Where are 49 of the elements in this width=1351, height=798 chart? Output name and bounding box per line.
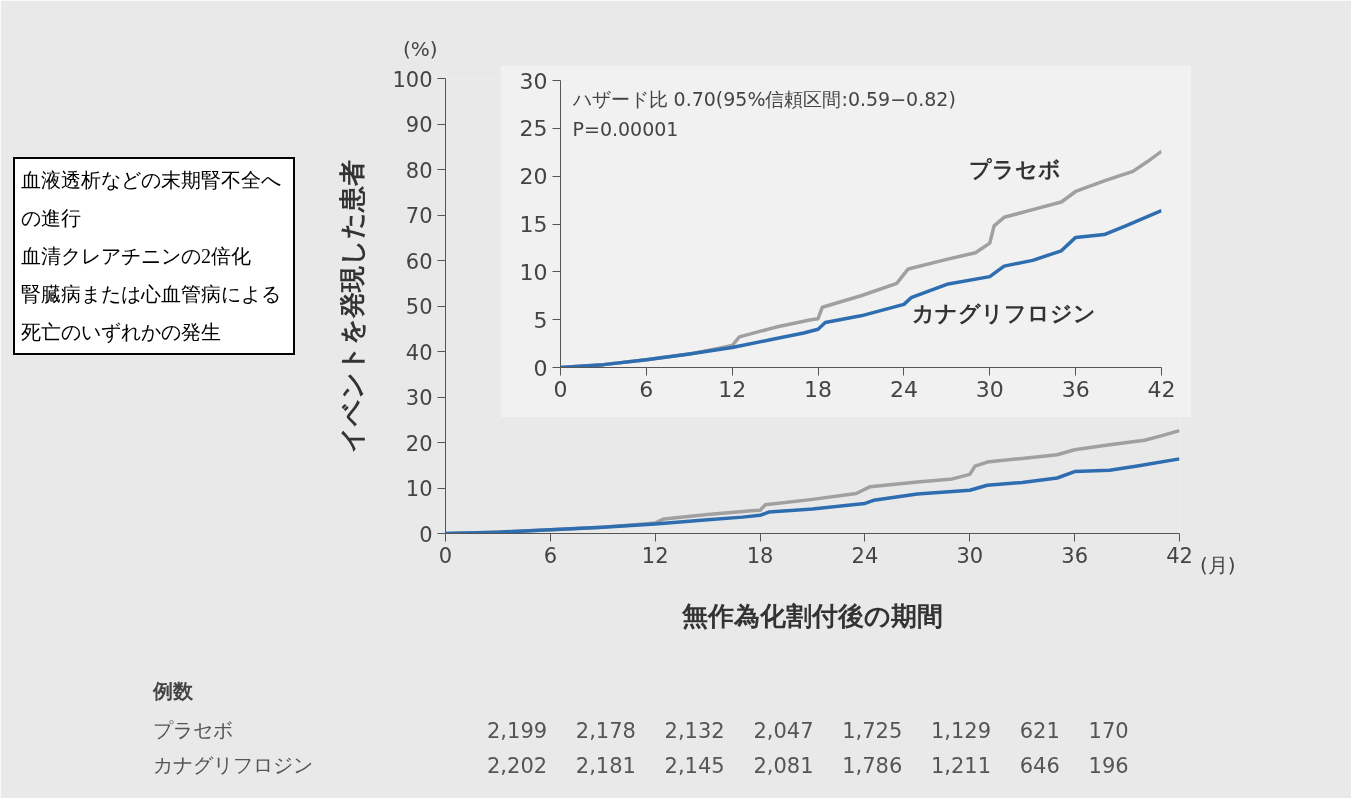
y-tick-label: 80 [405, 158, 433, 183]
y-tick-label: 20 [519, 164, 548, 190]
y-tick-label: 0 [533, 355, 548, 381]
x-tick-label: 18 [746, 543, 774, 568]
x-tick-label: 24 [851, 543, 879, 568]
x-tick-label: 30 [975, 376, 1004, 402]
x-axis-title: 無作為化割付後の期間 [681, 600, 943, 631]
annotation: ハザード比 0.70(95%信頼区間:0.59−0.82) [571, 87, 956, 110]
x-tick-label: 6 [639, 376, 654, 402]
x-tick-label: 18 [804, 376, 833, 402]
y-tick-label: 90 [405, 113, 433, 137]
annotation: P=0.00001 [572, 117, 679, 140]
y-tick-label: 30 [519, 68, 548, 94]
y-tick-label: 10 [519, 259, 548, 285]
y-tick-label: 0 [419, 522, 433, 547]
y-tick-label: 15 [519, 212, 548, 237]
y-tick-label: 100 [392, 67, 433, 92]
x-tick-label: 42 [1166, 543, 1193, 568]
text: プラセボ [153, 717, 233, 744]
text: カナグリフロジン [153, 752, 313, 779]
text: 血液透析などの末期腎不全への進行 [21, 168, 282, 231]
y-tick-label: 50 [405, 295, 433, 319]
y-tick-label: 5 [533, 307, 548, 333]
series-label: カナグリフロジン [912, 301, 1097, 327]
text: (%) [403, 36, 438, 63]
x-tick-label: 0 [438, 543, 453, 568]
x-tick-label: 24 [889, 376, 918, 402]
text: 例数 [153, 678, 193, 705]
y-axis-title: イベントを発現した患者 [337, 159, 368, 453]
x-tick-label: 6 [543, 543, 558, 568]
x-tick-label: 36 [1061, 543, 1089, 568]
y-tick-label: 40 [405, 340, 433, 365]
x-tick-label: 30 [956, 543, 984, 568]
y-tick-label: 60 [405, 249, 433, 274]
y-tick-label: 20 [405, 431, 433, 456]
y-tick-label: 25 [519, 116, 548, 142]
x-tick-label: 42 [1147, 376, 1176, 402]
text: (月) [1200, 552, 1236, 579]
x-tick-label: 0 [553, 376, 568, 402]
x-tick-label: 12 [641, 543, 669, 568]
y-tick-label: 70 [405, 204, 433, 228]
series-label: プラセボ [969, 157, 1062, 182]
text: 2,199 2,178 2,132 2,047 1,725 1,129 621 170 [487, 718, 1129, 745]
x-tick-label: 12 [718, 376, 747, 402]
text: 腎臓病または心血管病による死亡のいずれかの発生 [21, 282, 282, 345]
y-tick-label: 10 [405, 477, 433, 501]
text: 2,202 2,181 2,145 2,081 1,786 1,211 646 196 [487, 753, 1129, 780]
text: 血清クレアチニンの2倍化 [21, 244, 252, 269]
x-tick-label: 36 [1061, 376, 1090, 402]
